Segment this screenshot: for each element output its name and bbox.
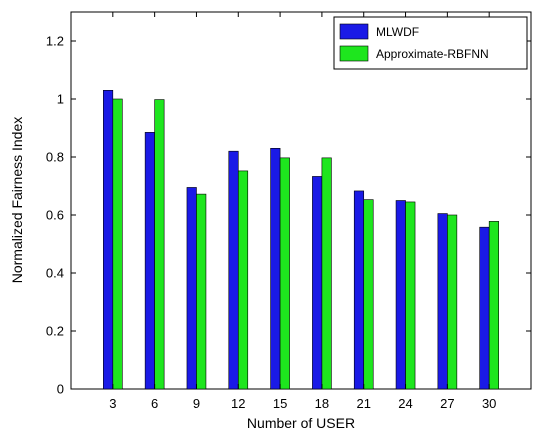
y-tick-label: 1.2 — [46, 34, 64, 49]
x-tick-label: 9 — [193, 396, 200, 411]
bar-mlwdf-21 — [353, 190, 365, 390]
x-ticks-group: 3 6 9 12 15 18 21 24 27 30 — [109, 12, 496, 411]
bar-approximate-rbfnn-15 — [279, 157, 290, 390]
x-tick-label: 3 — [109, 396, 116, 411]
x-tick-label: 30 — [482, 396, 496, 411]
y-tick-label: 0.4 — [46, 266, 64, 281]
y-tick-label: 0.6 — [46, 208, 64, 223]
bar-approximate-rbfnn-30 — [488, 221, 499, 390]
legend-swatch-approximate-rbfnn — [339, 45, 369, 62]
bars-group — [103, 90, 499, 390]
y-tick-label: 0.8 — [46, 150, 64, 165]
x-tick-label: 15 — [273, 396, 287, 411]
bar-approximate-rbfnn-12 — [237, 170, 249, 390]
bar-mlwdf-18 — [312, 176, 323, 390]
x-tick-label: 27 — [440, 396, 454, 411]
x-axis-title: Number of USER — [247, 415, 355, 431]
y-ticks-group: 0 0.2 0.4 0.6 0.8 1 1.2 — [46, 34, 531, 397]
bar-mlwdf-30 — [479, 226, 490, 390]
bar-approximate-rbfnn-18 — [321, 157, 332, 390]
x-tick-label: 24 — [398, 396, 412, 411]
legend-label-approximate-rbfnn: Approximate-RBFNN — [376, 47, 489, 61]
y-axis-title: Normalized Fairness Index — [9, 117, 25, 284]
bar-approximate-rbfnn-27 — [447, 214, 458, 390]
bar-approximate-rbfnn-9 — [196, 193, 207, 390]
bar-approximate-rbfnn-6 — [154, 99, 165, 390]
y-tick-label: 0.2 — [46, 324, 64, 339]
y-tick-label: 0 — [57, 382, 64, 397]
bar-mlwdf-27 — [437, 213, 448, 390]
y-tick-label: 1 — [57, 92, 64, 107]
legend-label-mlwdf: MLWDF — [376, 25, 419, 39]
x-tick-label: 12 — [231, 396, 245, 411]
bar-approximate-rbfnn-24 — [405, 201, 416, 390]
bar-mlwdf-12 — [228, 150, 239, 390]
bar-mlwdf-24 — [395, 200, 406, 390]
x-tick-label: 21 — [356, 396, 370, 411]
x-tick-label: 6 — [151, 396, 158, 411]
bar-mlwdf-9 — [186, 187, 197, 390]
legend-swatch-mlwdf — [339, 23, 369, 40]
x-tick-label: 18 — [315, 396, 329, 411]
bar-mlwdf-3 — [103, 90, 114, 390]
bar-mlwdf-15 — [270, 148, 281, 390]
bar-approximate-rbfnn-3 — [112, 98, 123, 390]
bar-mlwdf-6 — [144, 132, 155, 390]
bar-approximate-rbfnn-21 — [363, 199, 374, 390]
legend: MLWDF Approximate-RBFNN — [333, 16, 528, 70]
